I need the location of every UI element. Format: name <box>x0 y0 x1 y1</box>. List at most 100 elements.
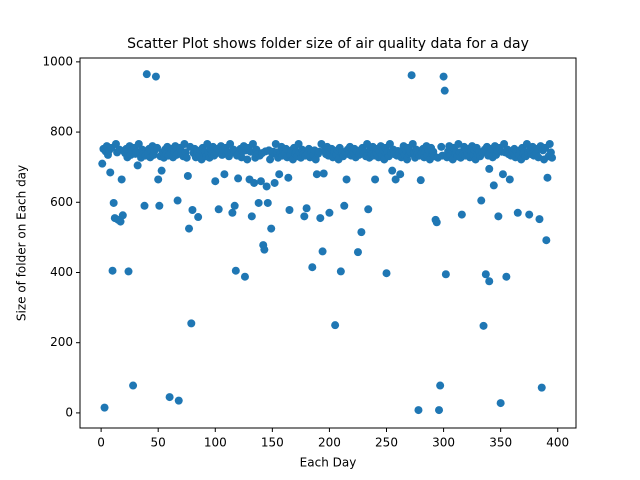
x-tick-label: 200 <box>318 436 341 450</box>
point <box>439 72 448 81</box>
x-tick-label: 50 <box>151 436 166 450</box>
point <box>157 166 166 175</box>
point <box>340 201 349 210</box>
point <box>485 164 494 173</box>
point <box>513 208 522 217</box>
y-axis-label: Size of folder on Each day <box>15 165 29 321</box>
point <box>535 215 544 224</box>
point <box>494 212 503 221</box>
point <box>416 176 425 185</box>
point <box>325 208 334 217</box>
point <box>457 210 466 219</box>
point <box>319 169 328 178</box>
point <box>270 178 279 187</box>
y-tick-label: 600 <box>50 195 73 209</box>
point <box>183 171 192 180</box>
point <box>548 153 557 162</box>
point <box>228 208 237 217</box>
point <box>435 406 444 415</box>
y-tick-label: 200 <box>50 335 73 349</box>
point <box>155 201 164 210</box>
point <box>109 198 118 207</box>
point <box>502 272 511 281</box>
point <box>285 206 294 215</box>
point <box>260 245 269 254</box>
y-tick-label: 400 <box>50 265 73 279</box>
point <box>357 228 366 237</box>
point <box>302 204 311 213</box>
point <box>479 321 488 330</box>
point <box>414 406 423 415</box>
point <box>316 214 325 223</box>
point <box>407 71 416 80</box>
point <box>240 272 249 281</box>
point <box>441 270 450 279</box>
point <box>194 213 203 222</box>
point <box>211 177 220 186</box>
point <box>98 159 107 168</box>
point <box>133 161 142 170</box>
point <box>256 177 265 186</box>
point <box>485 277 494 286</box>
point <box>542 236 551 245</box>
point <box>165 393 174 402</box>
point <box>437 142 446 151</box>
point <box>151 72 160 81</box>
point <box>129 381 138 390</box>
point <box>108 266 117 275</box>
point <box>382 269 391 278</box>
point <box>231 266 240 275</box>
point <box>481 270 490 279</box>
x-tick-label: 100 <box>204 436 227 450</box>
point <box>116 217 125 226</box>
point <box>234 174 243 183</box>
point <box>477 196 486 205</box>
point <box>187 319 196 328</box>
point <box>391 175 400 184</box>
point <box>124 267 133 276</box>
point <box>284 173 293 182</box>
point <box>308 263 317 272</box>
x-tick-label: 350 <box>489 436 512 450</box>
x-tick-label: 300 <box>432 436 455 450</box>
point <box>545 140 554 149</box>
point <box>140 201 149 210</box>
point <box>489 181 498 190</box>
point <box>173 196 182 205</box>
point <box>396 170 405 179</box>
point <box>185 224 194 233</box>
point <box>496 399 505 408</box>
point <box>364 205 373 214</box>
point <box>142 70 151 79</box>
y-tick-label: 1000 <box>42 54 73 68</box>
x-tick-label: 250 <box>375 436 398 450</box>
point <box>230 201 239 210</box>
chart-title: Scatter Plot shows folder size of air qu… <box>127 36 529 52</box>
point <box>182 153 191 162</box>
point <box>371 175 380 184</box>
point <box>118 211 127 220</box>
point <box>229 145 238 154</box>
x-tick-label: 0 <box>97 436 105 450</box>
point <box>100 403 109 412</box>
point <box>432 218 441 227</box>
axes-frame <box>79 57 577 429</box>
point <box>505 175 514 184</box>
y-tick-label: 0 <box>65 405 73 419</box>
point <box>331 321 340 330</box>
point <box>220 170 229 179</box>
point <box>188 206 197 215</box>
point <box>243 155 252 164</box>
x-tick-label: 150 <box>261 436 284 450</box>
point <box>154 175 163 184</box>
point <box>214 205 223 214</box>
point <box>247 212 256 221</box>
point <box>250 178 259 187</box>
point <box>267 224 276 233</box>
point <box>537 383 546 392</box>
point <box>263 198 272 207</box>
point <box>117 175 126 184</box>
point <box>254 198 263 207</box>
